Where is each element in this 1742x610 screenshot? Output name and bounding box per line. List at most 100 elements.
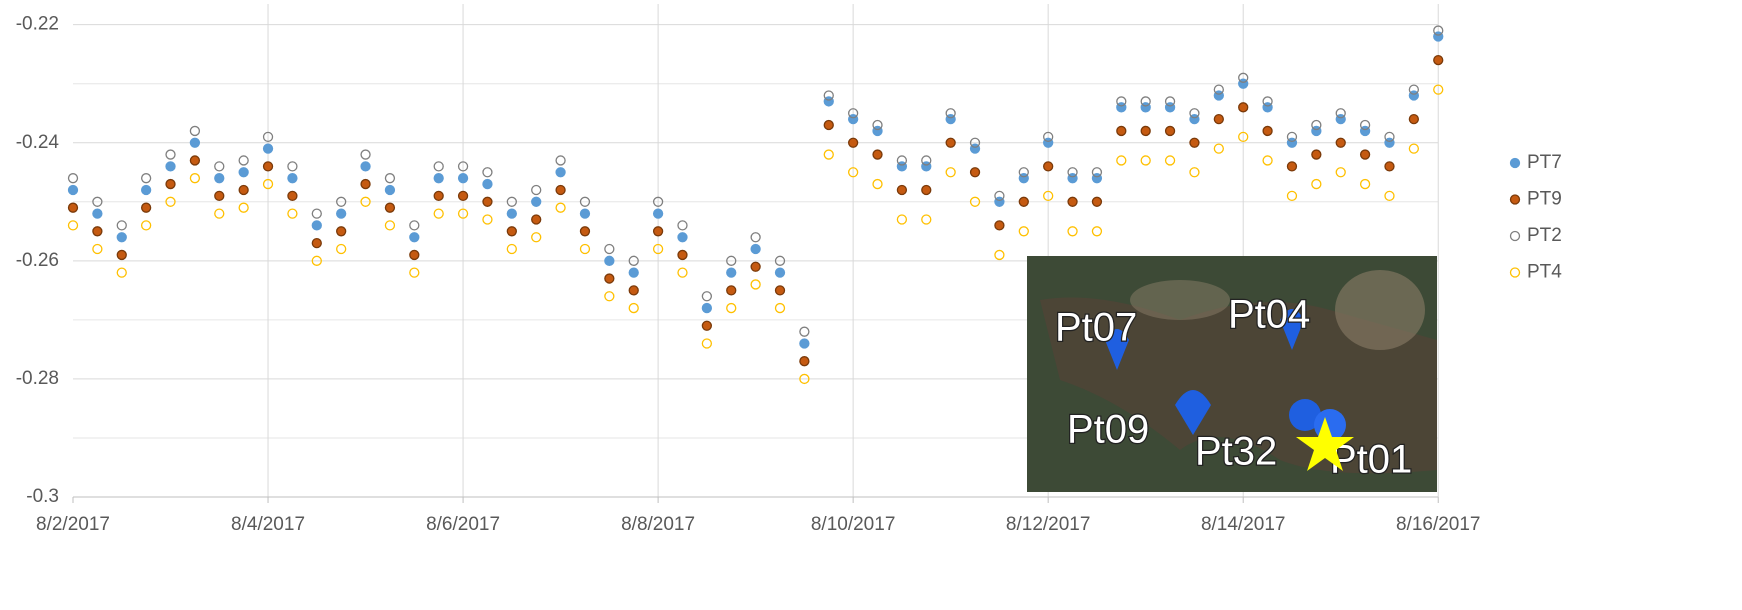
point (1335, 108, 1346, 119)
point (652, 196, 664, 207)
y-tick-label: -0.3 (26, 486, 59, 507)
point (1238, 72, 1249, 83)
point (921, 184, 932, 196)
point (1043, 161, 1054, 172)
point (311, 220, 322, 231)
point (750, 261, 761, 272)
point (92, 196, 103, 207)
point (1067, 226, 1078, 237)
point (823, 149, 834, 160)
point (555, 184, 566, 196)
point (262, 178, 274, 190)
map-pin (1280, 309, 1304, 350)
legend-label: PT2 (1527, 225, 1562, 246)
point (67, 220, 79, 231)
point (726, 255, 737, 266)
point (262, 131, 274, 142)
point (214, 208, 225, 219)
x-tick-label: 8/10/2017 (811, 514, 896, 535)
point (1359, 178, 1371, 190)
x-tick-label: 8/6/2017 (426, 514, 500, 535)
point (1116, 155, 1127, 166)
point (799, 356, 810, 367)
point (1359, 119, 1371, 131)
point (433, 208, 444, 219)
point (628, 267, 639, 278)
point (1091, 226, 1103, 237)
point (701, 302, 713, 314)
point (994, 190, 1005, 202)
point (214, 173, 225, 184)
point (1433, 54, 1444, 66)
point (555, 202, 566, 213)
point (506, 243, 517, 255)
map-label: Pt32 (1195, 430, 1277, 474)
point (482, 167, 493, 178)
point (336, 243, 347, 255)
point (994, 249, 1005, 261)
legend-label: PT9 (1527, 189, 1562, 210)
point (116, 267, 127, 278)
point (872, 149, 883, 160)
point (994, 220, 1005, 231)
point (579, 208, 591, 219)
point (92, 243, 103, 255)
point (1286, 131, 1298, 142)
point (214, 190, 225, 202)
point (67, 202, 79, 213)
map-star (1296, 417, 1354, 471)
map-pin (1105, 329, 1129, 370)
point (1311, 178, 1322, 190)
point (1067, 167, 1078, 178)
point (189, 137, 201, 148)
point (409, 249, 420, 261)
point (1189, 137, 1200, 148)
point (823, 119, 834, 131)
point (701, 291, 713, 302)
point (628, 302, 639, 314)
point (67, 173, 79, 184)
point (1286, 190, 1298, 202)
point (969, 167, 981, 178)
point (531, 196, 542, 207)
point (92, 226, 103, 237)
x-tick-label: 8/16/2017 (1396, 514, 1481, 535)
point (896, 214, 908, 225)
point (189, 173, 201, 184)
x-tick-label: 8/8/2017 (621, 514, 695, 535)
point (1116, 125, 1127, 137)
point (555, 155, 566, 166)
point (482, 178, 493, 190)
point (116, 249, 127, 261)
point (433, 190, 444, 202)
legend-marker (1509, 230, 1521, 242)
point (701, 338, 713, 349)
point (214, 161, 225, 172)
map-label: Pt04 (1228, 293, 1310, 337)
point (677, 232, 688, 243)
point (726, 285, 737, 296)
point (433, 161, 444, 172)
point (847, 137, 859, 148)
point (140, 202, 152, 213)
point (750, 243, 761, 255)
point (604, 291, 615, 302)
point (482, 214, 493, 225)
point (847, 108, 859, 119)
point (1164, 96, 1176, 107)
point (945, 108, 956, 119)
point (1408, 143, 1420, 154)
point (384, 202, 396, 213)
point (457, 190, 469, 202)
point (1384, 131, 1395, 142)
point (1164, 155, 1176, 166)
y-tick-label: -0.26 (16, 250, 59, 271)
point (457, 161, 469, 172)
point (506, 196, 517, 207)
point (1140, 125, 1151, 137)
point (1433, 25, 1444, 36)
point (1189, 108, 1200, 119)
point (140, 220, 152, 231)
point (165, 161, 176, 172)
point (652, 226, 664, 237)
